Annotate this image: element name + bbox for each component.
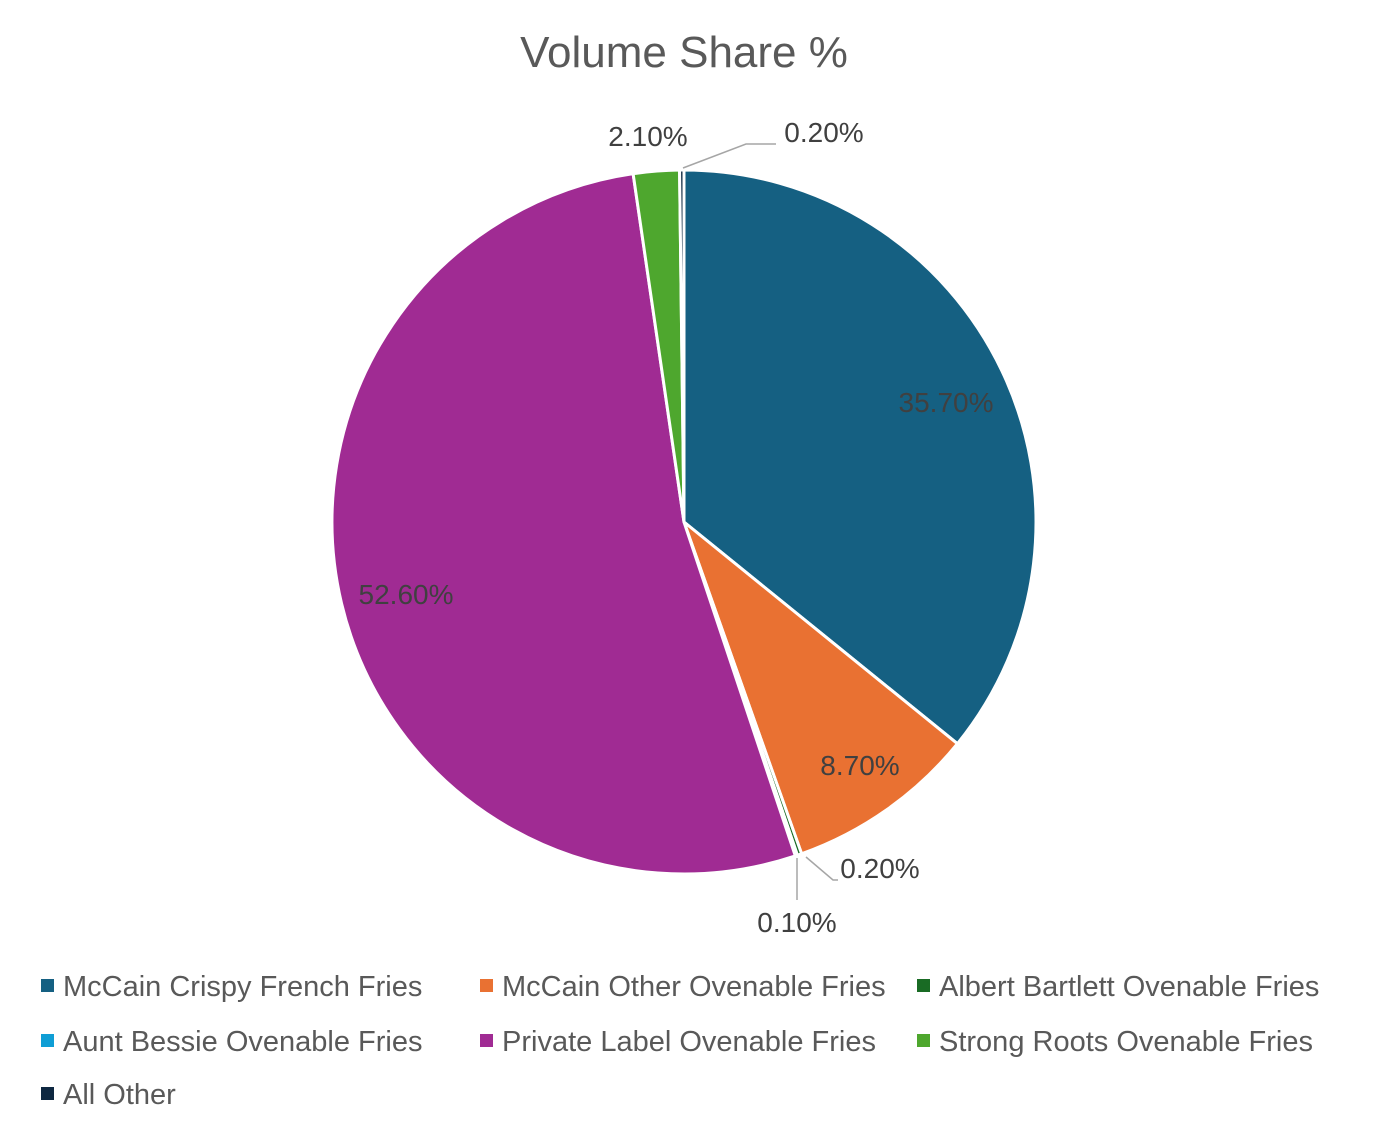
data-labels: 35.70%8.70%0.20%0.10%52.60%2.10% 0.20%	[359, 117, 994, 938]
leader-line-albert-bartlett-ovenable-fries	[805, 856, 838, 881]
legend-item-albert-bartlett-ovenable-fries: Albert Bartlett Ovenable Fries	[917, 971, 1319, 1003]
legend-item-strong-roots-ovenable-fries: Strong Roots Ovenable Fries	[917, 1026, 1313, 1058]
slice-private-label-ovenable-fries	[330, 172, 797, 876]
leader-line-all-other	[682, 143, 776, 169]
legend-label: Private Label Ovenable Fries	[502, 1026, 876, 1058]
data-label-aunt-bessie-ovenable-fries: 0.10%	[757, 907, 836, 938]
slice-mccain-other-ovenable-fries	[682, 520, 959, 856]
legend-swatch	[41, 1087, 54, 1100]
data-label-mccain-other-ovenable-fries: 8.70%	[820, 750, 899, 781]
legend-label: Albert Bartlett Ovenable Fries	[939, 971, 1319, 1003]
legend-item-mccain-other-ovenable-fries: McCain Other Ovenable Fries	[480, 971, 886, 1003]
chart-title: Volume Share %	[520, 28, 848, 77]
legend-swatch	[41, 1034, 54, 1047]
leader-lines	[682, 143, 838, 900]
legend-item-aunt-bessie-ovenable-fries: Aunt Bessie Ovenable Fries	[41, 1026, 422, 1058]
legend-swatch	[480, 979, 493, 992]
legend-label: All Other	[63, 1079, 176, 1111]
legend: McCain Crispy French Fries McCain Other O…	[41, 971, 1319, 1111]
legend-swatch	[917, 1034, 930, 1047]
legend-label: McCain Other Ovenable Fries	[502, 971, 886, 1003]
legend-label: McCain Crispy French Fries	[63, 971, 422, 1003]
legend-label: Aunt Bessie Ovenable Fries	[63, 1026, 422, 1058]
legend-label: Strong Roots Ovenable Fries	[939, 1026, 1313, 1058]
legend-item-all-other: All Other	[41, 1079, 176, 1111]
legend-item-mccain-crispy-french-fries: McCain Crispy French Fries	[41, 971, 422, 1003]
data-label-mccain-crispy-french-fries: 35.70%	[899, 387, 994, 418]
legend-swatch	[917, 979, 930, 992]
legend-swatch	[480, 1034, 493, 1047]
data-label-all-other: 0.20%	[784, 117, 863, 148]
slice-mccain-crispy-french-fries	[682, 168, 1038, 746]
slice-all-other	[678, 168, 686, 524]
data-label-private-label-ovenable-fries: 52.60%	[359, 579, 454, 610]
data-label-albert-bartlett-ovenable-fries: 0.20%	[840, 853, 919, 884]
data-label-strong-roots-ovenable-fries: 2.10%	[608, 121, 687, 152]
legend-swatch	[41, 979, 54, 992]
legend-item-private-label-ovenable-fries: Private Label Ovenable Fries	[480, 1026, 876, 1058]
pie-slices	[330, 168, 1038, 876]
